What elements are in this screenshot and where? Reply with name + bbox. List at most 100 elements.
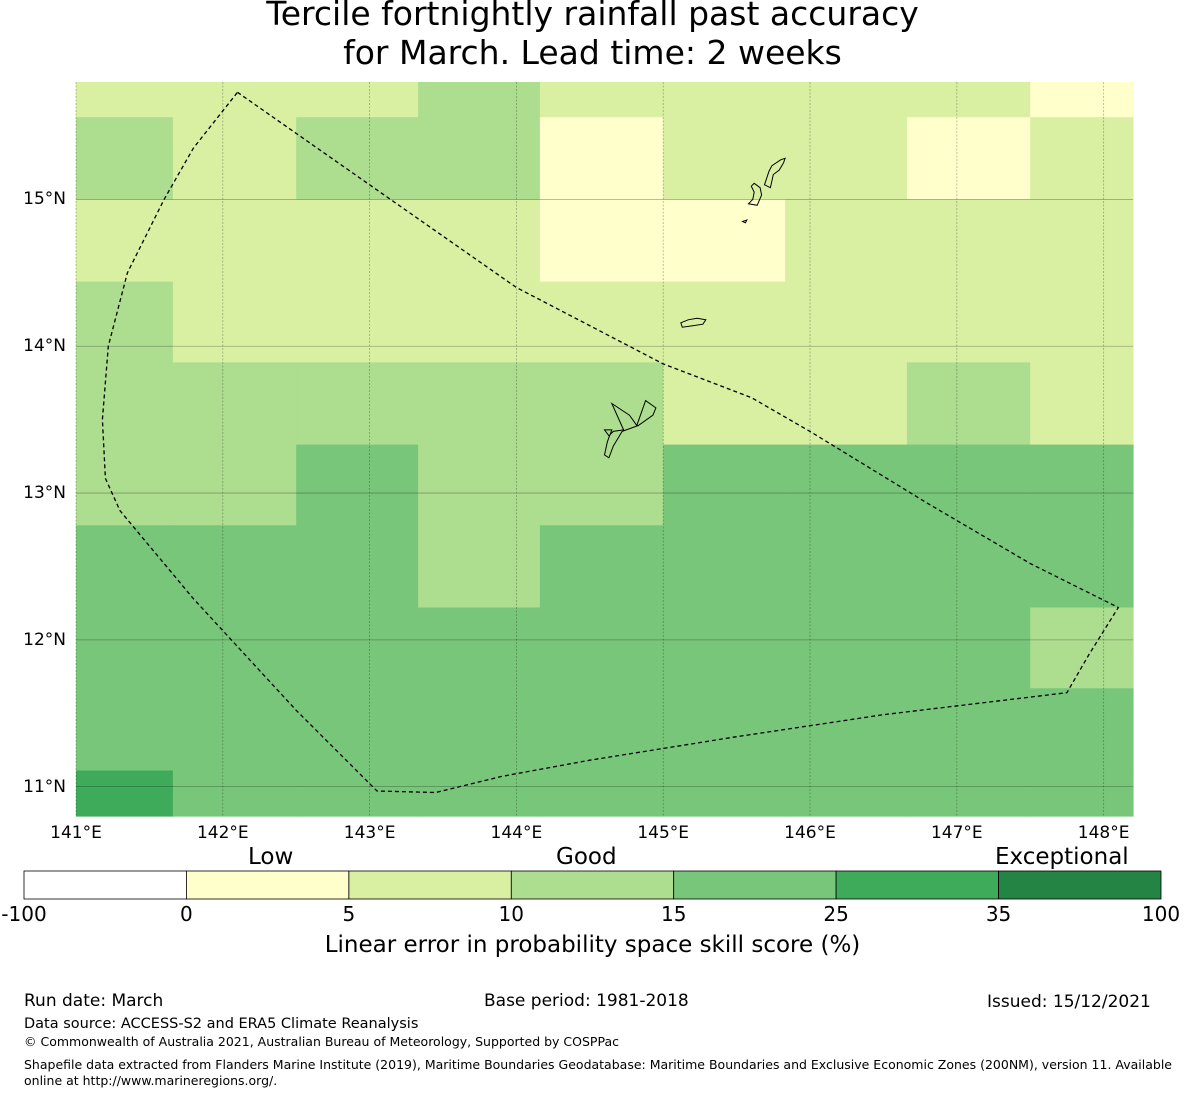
island-outline-aguijan bbox=[741, 219, 748, 224]
grid-cell bbox=[663, 688, 786, 772]
grid-cell bbox=[906, 607, 1031, 689]
grid-cell bbox=[76, 607, 174, 689]
lat-label-13: 13°N bbox=[23, 483, 66, 504]
grid-cell bbox=[539, 607, 664, 689]
colorbar-tick-label: 15 bbox=[660, 902, 687, 926]
grid-cell bbox=[906, 525, 1031, 609]
grid-cell bbox=[172, 281, 297, 363]
grid-cell bbox=[906, 117, 1031, 200]
grid-cell bbox=[539, 117, 664, 200]
grid-cell bbox=[906, 444, 1031, 526]
grid-cell bbox=[663, 82, 786, 118]
data-source: Data source: ACCESS-S2 and ERA5 Climate … bbox=[24, 1016, 419, 1032]
grid-cell bbox=[785, 82, 908, 118]
eez-boundary bbox=[101, 91, 1120, 794]
grid-cell bbox=[76, 525, 174, 609]
grid-cell bbox=[539, 281, 664, 363]
grid-cell bbox=[418, 607, 541, 689]
run-date: Run date: March bbox=[24, 991, 164, 1011]
grid-cell bbox=[663, 525, 786, 609]
copyright: © Commonwealth of Australia 2021, Austra… bbox=[24, 1034, 619, 1049]
colorbar-segment bbox=[998, 870, 1162, 900]
grid-cell bbox=[785, 281, 908, 363]
lat-label-12: 12°N bbox=[23, 629, 66, 650]
grid-cell bbox=[1030, 82, 1134, 118]
grid-cell bbox=[906, 281, 1031, 363]
legend-category-low: Low bbox=[248, 844, 294, 870]
grid-cell bbox=[296, 525, 419, 609]
skill-score-map bbox=[75, 82, 1134, 817]
grid-cell bbox=[418, 362, 541, 446]
grid-cell bbox=[76, 199, 174, 283]
colorbar-tick-label: 35 bbox=[985, 902, 1012, 926]
grid-cell bbox=[906, 362, 1031, 446]
colorbar-segment bbox=[673, 870, 837, 900]
grid-cell bbox=[418, 117, 541, 200]
map-title-line-1: Tercile fortnightly rainfall past accura… bbox=[266, 0, 919, 33]
grid-cell bbox=[906, 199, 1031, 283]
grid-cell bbox=[785, 688, 908, 772]
grid-cell bbox=[663, 444, 786, 526]
lon-label-144: 144°E bbox=[490, 823, 543, 843]
grid-cell bbox=[172, 688, 297, 772]
coastlines bbox=[603, 157, 786, 459]
grid-cell bbox=[296, 199, 419, 283]
grid-cell bbox=[539, 199, 664, 283]
grid-cell bbox=[785, 607, 908, 689]
grid-cell bbox=[296, 82, 419, 118]
grid-cell bbox=[76, 117, 174, 200]
grid-cell bbox=[785, 199, 908, 283]
graticule bbox=[75, 82, 1133, 816]
lon-label-147: 147°E bbox=[930, 823, 983, 843]
lon-label-143: 143°E bbox=[343, 823, 396, 843]
island-outline-saipan bbox=[763, 157, 786, 189]
grid-cell bbox=[1030, 281, 1134, 363]
lon-label-145: 145°E bbox=[637, 823, 690, 843]
colorbar-segment bbox=[835, 870, 999, 900]
grid-cell bbox=[663, 281, 786, 363]
grid-cell bbox=[1030, 117, 1134, 200]
grid-cell bbox=[1030, 688, 1134, 772]
grid-cell bbox=[1030, 770, 1134, 817]
lat-label-14: 14°N bbox=[23, 336, 66, 357]
grid-cell bbox=[1030, 525, 1134, 609]
grid-cell bbox=[663, 117, 786, 200]
grid-cell bbox=[1030, 199, 1134, 283]
colorbar-segments bbox=[23, 870, 1162, 900]
grid-cell bbox=[418, 199, 541, 283]
grid-cell bbox=[785, 770, 908, 817]
grid-cell bbox=[76, 82, 174, 118]
grid-cell bbox=[785, 117, 908, 200]
island-outline-rota bbox=[680, 317, 707, 328]
issued-date: Issued: 15/12/2021 bbox=[987, 992, 1151, 1012]
grid-cell bbox=[663, 607, 786, 689]
lon-label-148: 148°E bbox=[1077, 823, 1130, 843]
grid-cell bbox=[1030, 607, 1134, 689]
grid-cell bbox=[418, 444, 541, 526]
map-title: Tercile fortnightly rainfall past accura… bbox=[0, 0, 1185, 72]
grid-cell bbox=[906, 688, 1031, 772]
colorbar-tick-label: -100 bbox=[1, 902, 47, 926]
legend-category-exceptional: Exceptional bbox=[995, 844, 1129, 870]
colorbar-tick-label: 100 bbox=[1141, 902, 1181, 926]
grid-cell bbox=[296, 117, 419, 200]
colorbar-tick-label: 10 bbox=[498, 902, 524, 926]
colorbar-segment bbox=[23, 870, 187, 900]
grid-cell bbox=[172, 607, 297, 689]
grid-cell bbox=[172, 117, 297, 200]
grid-cell bbox=[76, 444, 174, 526]
lon-label-141: 141°E bbox=[50, 823, 102, 843]
grid-cell bbox=[172, 362, 297, 446]
colorbar-segment bbox=[185, 870, 350, 900]
colorbar-tick-label: 0 bbox=[180, 902, 193, 926]
lat-label-11: 11°N bbox=[23, 776, 66, 797]
grid-cell bbox=[539, 82, 664, 118]
grid-cell bbox=[172, 82, 297, 118]
grid-cell bbox=[296, 770, 419, 817]
grid-cell bbox=[539, 362, 664, 446]
lat-label-15: 15°N bbox=[23, 189, 66, 210]
grid-cell bbox=[76, 770, 174, 817]
grid-cell bbox=[172, 525, 297, 609]
colorbar-tick-label: 5 bbox=[342, 902, 356, 926]
grid-cell bbox=[296, 281, 419, 363]
